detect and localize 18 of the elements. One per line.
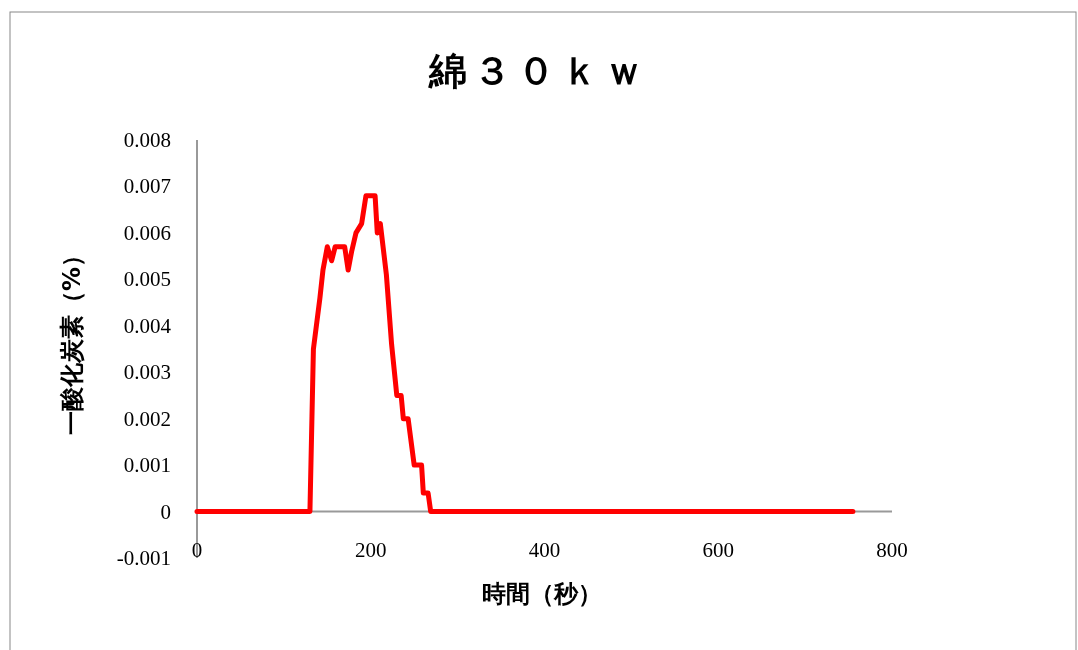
x-tick-label: 400 bbox=[528, 537, 561, 562]
y-tick-label: 0 bbox=[160, 499, 171, 524]
y-tick-label: 0.005 bbox=[123, 267, 171, 292]
y-tick-label: 0.008 bbox=[123, 128, 171, 152]
y-tick-label: 0.007 bbox=[123, 174, 171, 199]
y-axis-title: 一酸化炭素（%） bbox=[58, 242, 86, 436]
y-tick-label: 0.001 bbox=[123, 453, 171, 478]
y-tick-label: 0.002 bbox=[123, 406, 171, 431]
x-tick-label: 200 bbox=[355, 537, 387, 562]
chart-title: 綿３０ｋｗ bbox=[428, 49, 649, 93]
x-axis-title: 時間（秒） bbox=[481, 580, 602, 608]
y-tick-label: 0.003 bbox=[123, 360, 171, 385]
y-tick-label: 0.006 bbox=[123, 220, 171, 245]
y-tick-label: -0.001 bbox=[116, 546, 171, 570]
y-tick-label: 0.004 bbox=[123, 313, 172, 338]
x-tick-label: 0 bbox=[191, 537, 203, 562]
x-tick-label: 800 bbox=[876, 537, 908, 562]
x-tick-label: 600 bbox=[702, 537, 734, 562]
